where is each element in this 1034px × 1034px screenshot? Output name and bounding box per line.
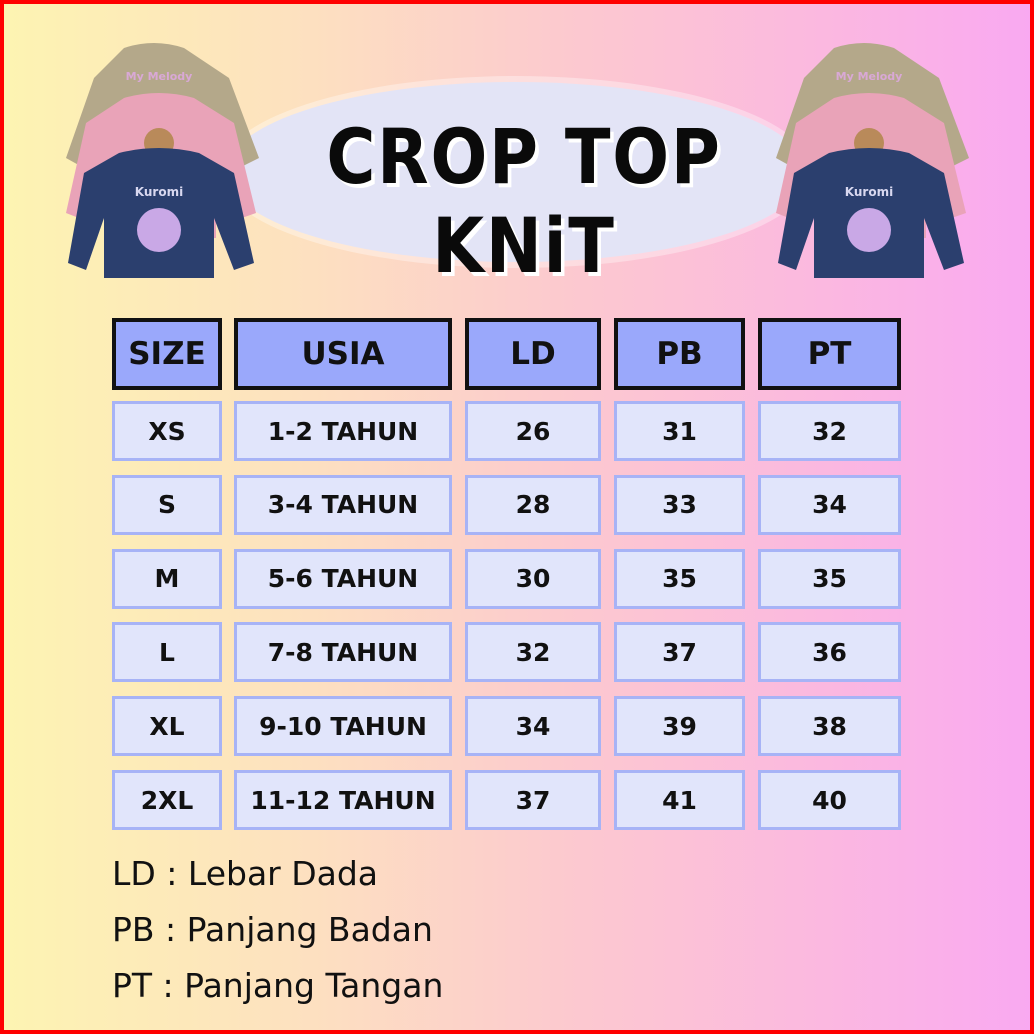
product-image-left: My Melody Kuromi: [66, 43, 259, 278]
cell-size: S: [112, 474, 222, 535]
header-pt: PT: [758, 318, 901, 390]
cell-size: M: [112, 548, 222, 609]
cell-pb: 35: [614, 548, 745, 609]
cell-size: L: [112, 622, 222, 683]
cell-size: 2XL: [112, 770, 222, 830]
cell-usia: 7-8 TAHUN: [234, 622, 452, 683]
header-size: SIZE: [112, 318, 222, 390]
svg-text:Kuromi: Kuromi: [845, 185, 893, 199]
cell-ld: 37: [465, 770, 601, 830]
cell-pt: 35: [758, 548, 901, 609]
svg-text:My Melody: My Melody: [836, 70, 903, 83]
header-ld: LD: [465, 318, 601, 390]
cell-pb: 37: [614, 622, 745, 683]
cell-pt: 40: [758, 770, 901, 830]
cell-pb: 41: [614, 770, 745, 830]
shirt-navy: Kuromi: [778, 148, 964, 278]
product-image-right: My Melody Kuromi: [776, 43, 969, 278]
svg-text:Kuromi: Kuromi: [135, 185, 183, 199]
cell-pt: 32: [758, 401, 901, 461]
cell-usia: 9-10 TAHUN: [234, 696, 452, 757]
cell-usia: 3-4 TAHUN: [234, 474, 452, 535]
cell-ld: 26: [465, 401, 601, 461]
cell-ld: 28: [465, 474, 601, 535]
cell-pb: 31: [614, 401, 745, 461]
page-title: CROP TOP KNiT: [326, 112, 722, 290]
header-pb: PB: [614, 318, 745, 390]
svg-text:My Melody: My Melody: [126, 70, 193, 83]
cell-pb: 33: [614, 474, 745, 535]
cell-ld: 30: [465, 548, 601, 609]
cell-usia: 5-6 TAHUN: [234, 548, 452, 609]
cell-pt: 36: [758, 622, 901, 683]
legend-pt: PT : Panjang Tangan: [112, 966, 444, 1005]
cell-pt: 34: [758, 474, 901, 535]
header-usia: USIA: [234, 318, 452, 390]
cell-size: XL: [112, 696, 222, 757]
title-brush-stroke: [226, 82, 806, 262]
legend-pb: PB : Panjang Badan: [112, 910, 433, 949]
cell-pb: 39: [614, 696, 745, 757]
shirt-navy: Kuromi: [68, 148, 254, 278]
cell-ld: 32: [465, 622, 601, 683]
cell-size: XS: [112, 401, 222, 461]
cell-usia: 1-2 TAHUN: [234, 401, 452, 461]
cell-usia: 11-12 TAHUN: [234, 770, 452, 830]
cell-pt: 38: [758, 696, 901, 757]
legend-ld: LD : Lebar Dada: [112, 854, 379, 893]
cell-ld: 34: [465, 696, 601, 757]
